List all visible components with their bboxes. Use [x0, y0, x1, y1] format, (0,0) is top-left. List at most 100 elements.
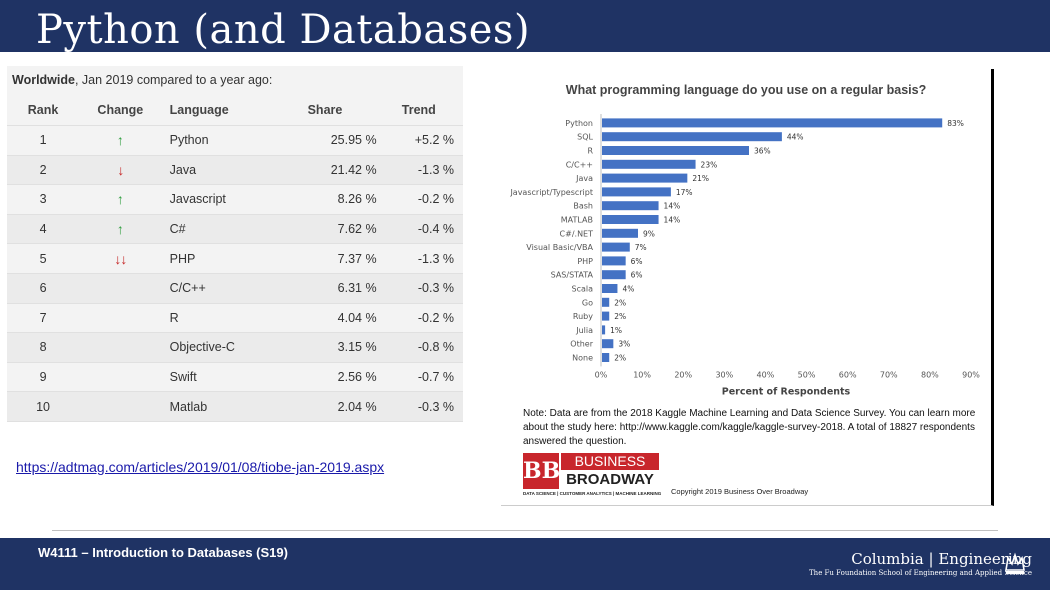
- category-label: Other: [570, 340, 593, 349]
- x-tick-label: 90%: [962, 370, 980, 379]
- category-label: Ruby: [573, 312, 593, 321]
- data-label: 7%: [635, 243, 647, 252]
- share-cell: 3.15 %: [272, 332, 383, 363]
- category-label: Java: [575, 174, 593, 183]
- trend-cell: -0.2 %: [382, 184, 463, 215]
- source-link[interactable]: https://adtmag.com/articles/2019/01/08/t…: [16, 459, 385, 475]
- trend-cell: -0.7 %: [382, 362, 463, 393]
- caption-region: Worldwide: [12, 73, 75, 87]
- trend-cell: -0.4 %: [382, 214, 463, 245]
- rank-cell: 2: [7, 155, 80, 186]
- rank-cell: 7: [7, 303, 80, 334]
- bar: [602, 215, 659, 224]
- share-cell: 2.56 %: [272, 362, 383, 393]
- crown-icon: [1005, 552, 1025, 574]
- category-label: C/C++: [566, 160, 593, 169]
- category-label: Visual Basic/VBA: [526, 243, 593, 252]
- change-cell: [79, 332, 162, 363]
- language-cell: C#: [161, 214, 273, 245]
- data-label: 14%: [664, 202, 681, 211]
- header-change: Change: [79, 95, 162, 126]
- kaggle-survey-panel: What programming language do you use on …: [501, 69, 994, 506]
- table-row: 7 R 4.04 % -0.2 %: [7, 303, 463, 334]
- category-label: MATLAB: [561, 216, 593, 225]
- bar: [602, 311, 610, 321]
- bar: [602, 201, 659, 211]
- language-bar-chart: Python 83% SQL 44% R 36% C/C++ 23% Java 21% Javasc…: [509, 114, 980, 397]
- tiobe-ranking-panel: Worldwide, Jan 2019 compared to a year a…: [7, 66, 463, 422]
- table-row: 10 Matlab 2.04 % -0.3 %: [7, 391, 463, 422]
- trend-cell: +5.2 %: [382, 125, 463, 156]
- slide-title: Python (and Databases): [36, 7, 531, 53]
- rank-cell: 6: [7, 273, 80, 304]
- rank-cell: 5: [7, 243, 80, 274]
- copyright-text: Copyright 2019 Business Over Broadway: [671, 487, 809, 496]
- language-cell: Javascript: [161, 184, 273, 215]
- data-label: 23%: [701, 160, 718, 169]
- x-tick-label: 0%: [595, 370, 608, 379]
- data-label: 1%: [610, 326, 622, 335]
- x-tick-label: 70%: [880, 370, 898, 379]
- category-label: SAS/STATA: [551, 271, 594, 280]
- rank-cell: 1: [7, 125, 80, 156]
- bb-logo-top: BUSINESS: [561, 453, 659, 470]
- x-tick-label: 20%: [674, 370, 692, 379]
- bar: [602, 284, 618, 293]
- x-tick-label: 30%: [715, 370, 733, 379]
- data-label: 2%: [614, 354, 626, 363]
- table-row: 5 ↓↓ PHP 7.37 % -1.3 %: [7, 243, 463, 274]
- bar: [602, 270, 626, 280]
- data-label: 14%: [664, 216, 681, 225]
- x-tick-label: 50%: [798, 370, 816, 379]
- up-arrow-icon: ↑: [116, 191, 124, 208]
- table-row: 3 ↑ Javascript 8.26 % -0.2 %: [7, 184, 463, 215]
- caption-period: , Jan 2019 compared to a year ago:: [74, 73, 273, 87]
- bb-logo-bottom: BROADWAY: [566, 471, 654, 488]
- trend-cell: -1.3 %: [382, 243, 463, 274]
- category-label: SQL: [577, 133, 593, 142]
- language-cell: Java: [161, 155, 273, 186]
- category-label: Scala: [571, 285, 593, 294]
- tiobe-caption: Worldwide, Jan 2019 compared to a year a…: [12, 73, 272, 87]
- share-cell: 21.42 %: [272, 155, 383, 186]
- language-cell: C/C++: [161, 273, 273, 304]
- data-label: 44%: [787, 133, 804, 142]
- category-label: None: [572, 354, 593, 363]
- bar: [602, 173, 688, 183]
- footer-divider: [52, 530, 998, 531]
- category-label: Bash: [573, 202, 593, 211]
- bar: [602, 353, 610, 362]
- bar: [602, 118, 943, 128]
- change-cell: [79, 303, 162, 334]
- down-arrow-icon: ↓↓: [114, 250, 127, 267]
- change-cell: ↓↓: [79, 243, 162, 274]
- columbia-engineering-subtitle: The Fu Foundation School of Engineering …: [809, 569, 1032, 577]
- change-cell: [79, 273, 162, 304]
- bar: [602, 146, 749, 155]
- language-cell: Objective-C: [161, 332, 273, 363]
- business-broadway-logo: BB BUSINESS BROADWAY DATA SCIENCE | CUST…: [523, 453, 661, 499]
- change-cell: [79, 391, 162, 422]
- data-label: 2%: [614, 298, 626, 307]
- data-label: 4%: [622, 285, 634, 294]
- table-header-row: Rank Change Language Share Trend: [7, 95, 463, 126]
- header-share: Share: [272, 95, 383, 126]
- category-label: Julia: [575, 326, 593, 335]
- bar: [602, 187, 671, 197]
- x-tick-label: 10%: [633, 370, 651, 379]
- bar: [602, 228, 638, 238]
- category-label: Python: [565, 119, 593, 128]
- trend-cell: -0.8 %: [382, 332, 463, 363]
- share-cell: 6.31 %: [272, 273, 383, 304]
- table-row: 1 ↑ Python 25.95 % +5.2 %: [7, 125, 463, 156]
- table-row: 9 Swift 2.56 % -0.7 %: [7, 362, 463, 393]
- share-cell: 2.04 %: [272, 391, 383, 422]
- footer-bar: W4111 – Introduction to Databases (S19) …: [0, 538, 1050, 590]
- survey-note: Note: Data are from the 2018 Kaggle Mach…: [523, 408, 976, 447]
- data-label: 36%: [754, 147, 771, 156]
- bar: [602, 159, 696, 169]
- bar: [602, 256, 626, 266]
- share-cell: 25.95 %: [272, 125, 383, 156]
- bar: [602, 242, 630, 252]
- header-language: Language: [161, 95, 273, 126]
